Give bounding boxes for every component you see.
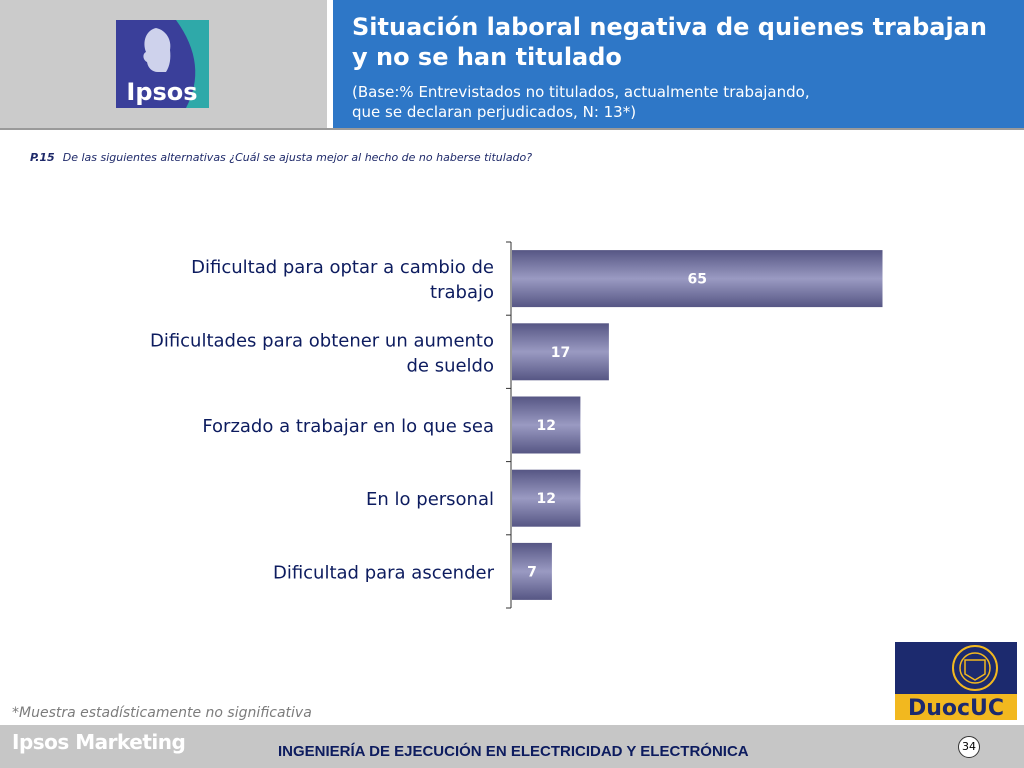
duocuc-logo: DuocUC <box>895 642 1017 720</box>
category-label-line: Dificultad para optar a cambio de <box>191 257 494 278</box>
bar <box>512 396 581 454</box>
page-number: 34 <box>958 736 980 758</box>
bar <box>512 323 609 381</box>
bar <box>512 469 581 527</box>
category-label: Dificultad para ascender <box>273 562 495 583</box>
category-label-line: trabajo <box>430 282 494 303</box>
header-divider <box>0 128 1024 130</box>
category-label-line: Forzado a trabajar en lo que sea <box>202 416 494 437</box>
bar-value-label: 12 <box>536 491 555 507</box>
duocuc-logo-text: DuocUC <box>908 696 1004 720</box>
category-label-line: En lo personal <box>366 489 494 510</box>
page-title: Situación laboral negativa de quienes tr… <box>352 13 987 71</box>
bar-chart: 65 17 12 12 7 Dificultad para optar a cambio… <box>150 241 883 609</box>
ipsos-logo-text: Ipsos <box>126 78 197 106</box>
category-label-line: Dificultad para ascender <box>273 562 495 583</box>
question-text: De las siguientes alternativas ¿Cuál se … <box>62 151 533 164</box>
category-label: Forzado a trabajar en lo que sea <box>202 416 494 437</box>
bar-value-label: 17 <box>551 345 570 361</box>
category-label-line: Dificultades para obtener un aumento <box>150 330 494 351</box>
question: P.15 De las siguientes alternativas ¿Cuál… <box>30 151 532 164</box>
category-label: En lo personal <box>366 489 494 510</box>
ipsos-logo: Ipsos <box>116 20 209 108</box>
bar-value-label: 7 <box>527 564 537 580</box>
header-title-panel <box>333 0 1024 128</box>
footer-brand: Ipsos Marketing <box>12 730 186 754</box>
footer-bar <box>0 725 1024 768</box>
footnote: *Muestra estadísticamente no significati… <box>12 705 312 721</box>
bar <box>512 250 883 308</box>
bar-value-label: 12 <box>536 418 555 434</box>
category-label-line: de sueldo <box>406 355 494 376</box>
page-subtitle: (Base:% Entrevistados no titulados, actu… <box>352 83 810 121</box>
category-label: Dificultades para obtener un aumento de s… <box>150 330 494 376</box>
question-number: P.15 <box>30 151 55 164</box>
category-label: Dificultad para optar a cambio de trabajo <box>191 257 494 303</box>
bar <box>512 542 552 600</box>
footer-program-title: INGENIERÍA DE EJECUCIÓN EN ELECTRICIDAD … <box>278 743 749 760</box>
bar-value-label: 65 <box>688 272 707 288</box>
header-separator <box>327 0 333 128</box>
